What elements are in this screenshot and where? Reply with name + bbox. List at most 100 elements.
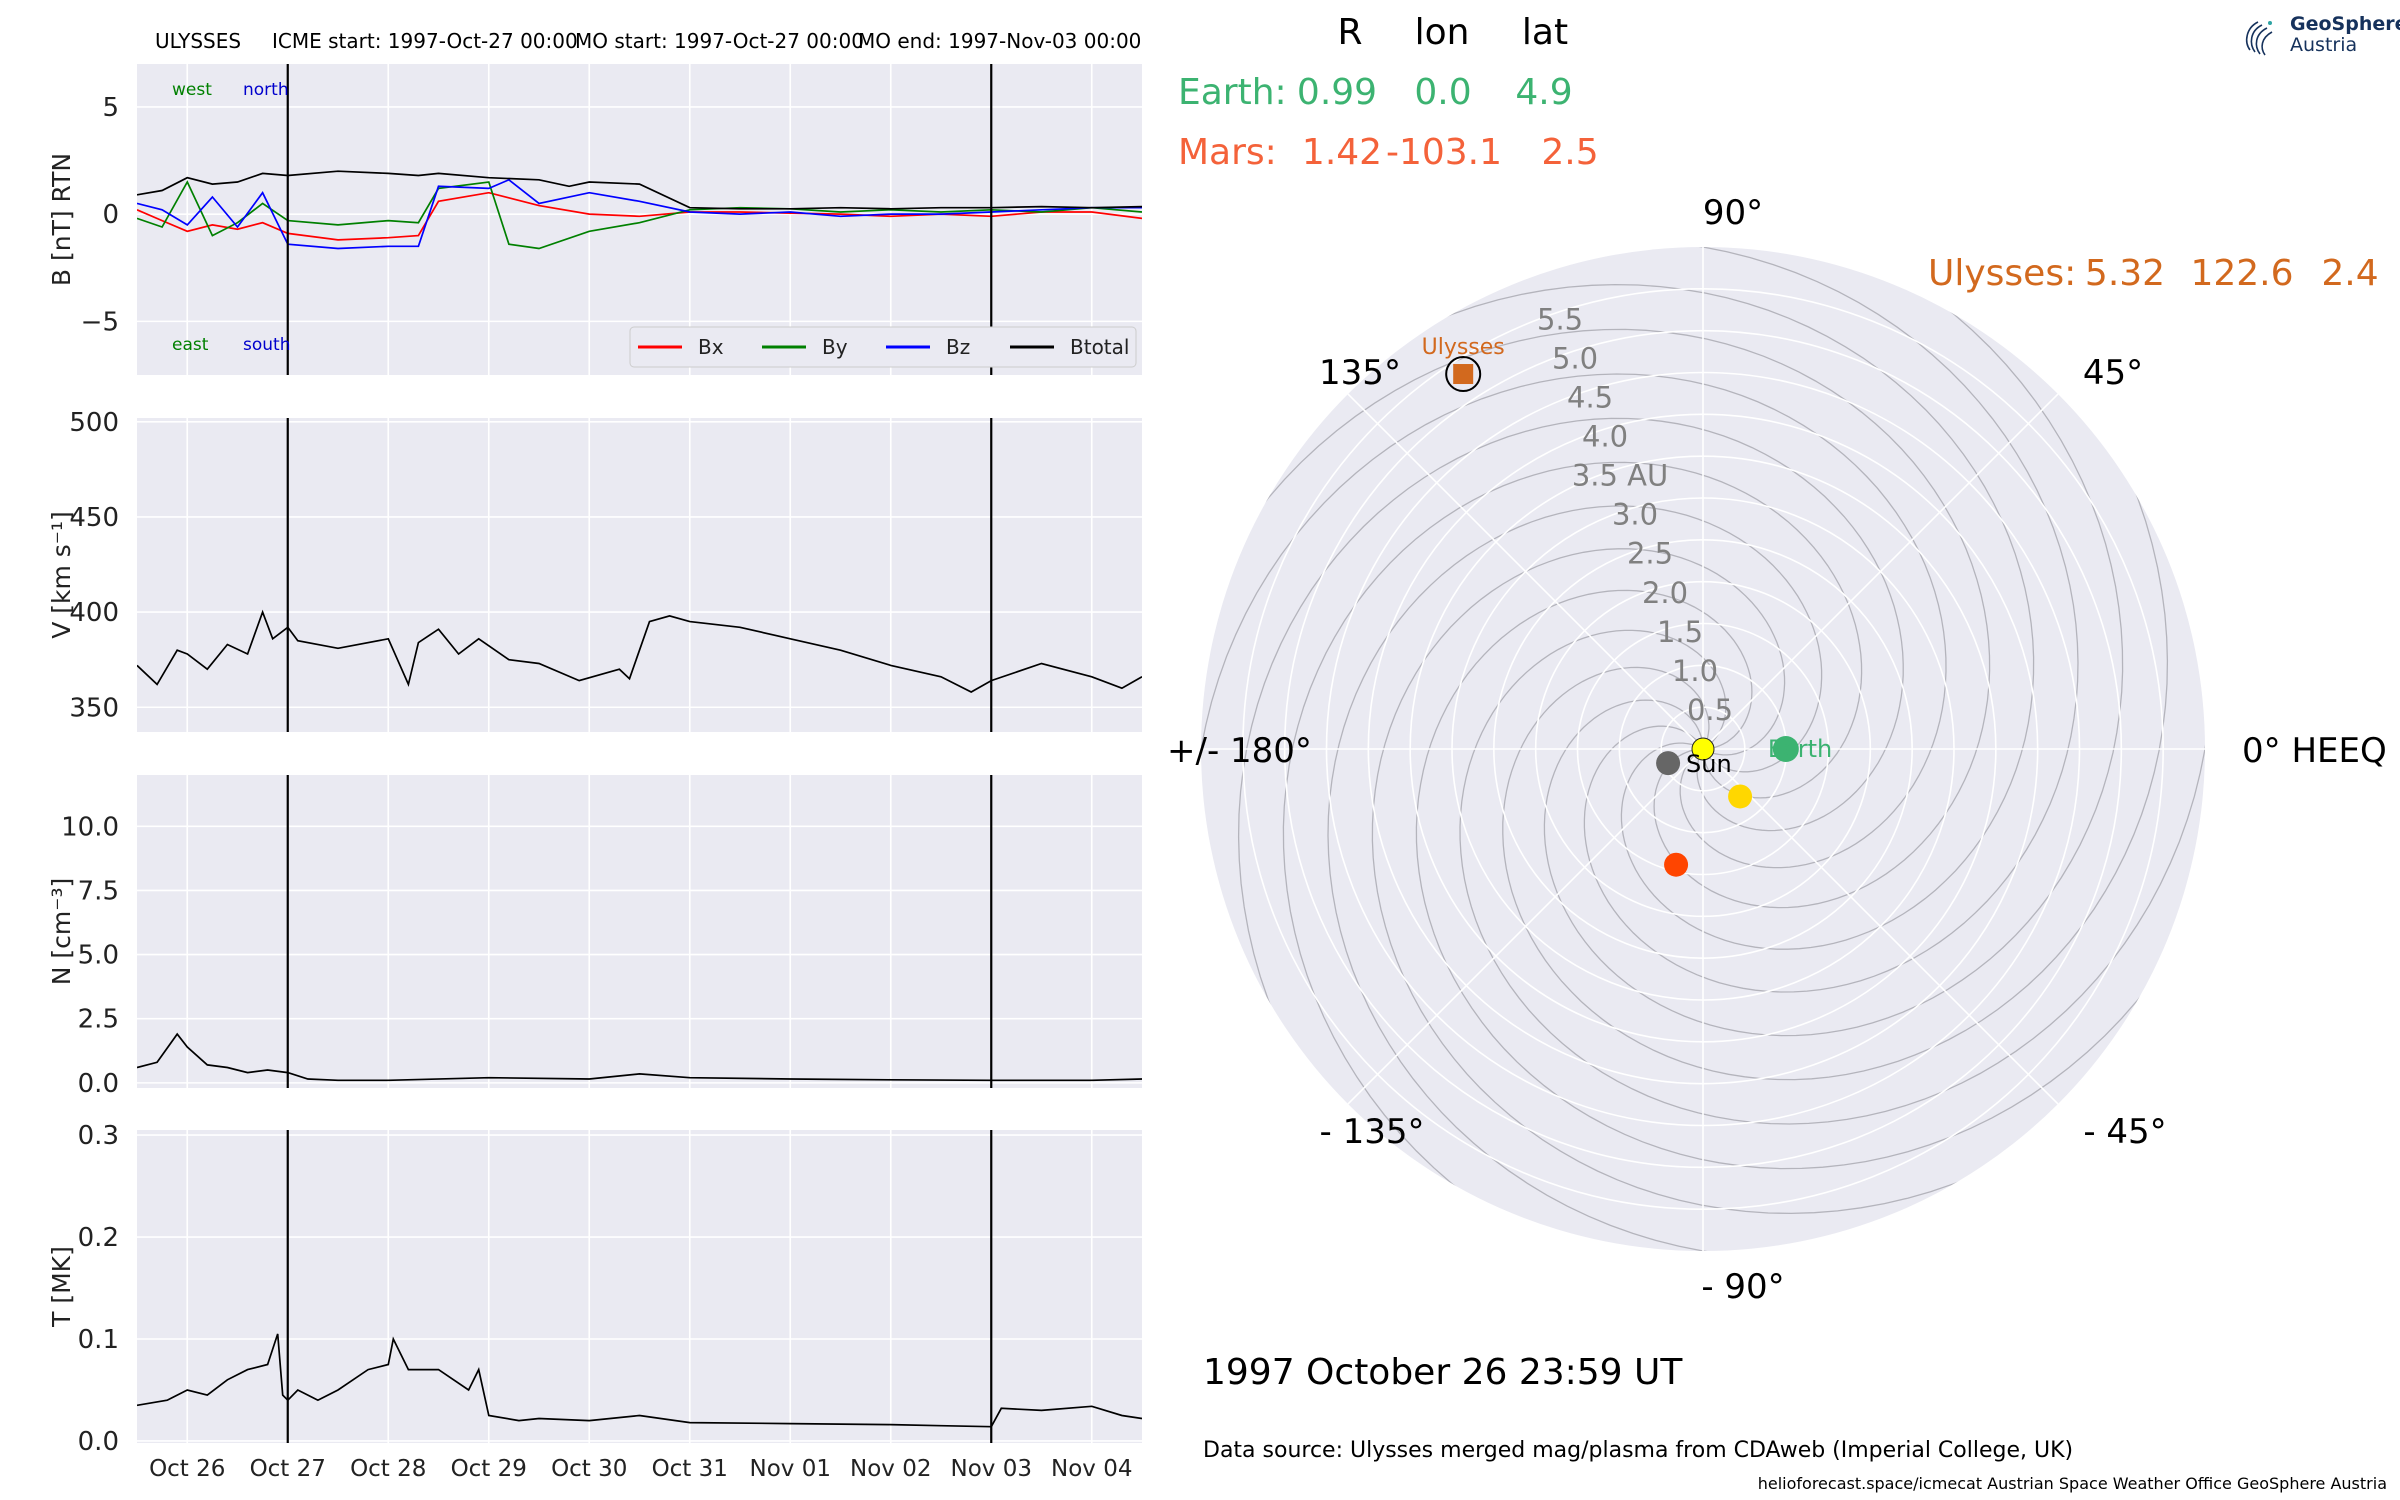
x-tick-label: Nov 02 <box>850 1456 931 1482</box>
earth-row: Earth: 0.99 0.0 4.9 <box>1178 72 1573 113</box>
angle-90: 90° <box>1703 193 1763 233</box>
label-north: north <box>243 80 289 100</box>
mo-start: MO start: 1997-Oct-27 00:00 <box>575 29 864 53</box>
angle-135: 135° <box>1319 353 1401 393</box>
x-tick-label: Nov 04 <box>1051 1456 1132 1482</box>
angle-minus-135: - 135° <box>1320 1112 1425 1152</box>
angle-minus-90: - 90° <box>1701 1267 1784 1307</box>
angle-180: +/- 180° <box>1167 731 1312 771</box>
legend-entry: Btotal <box>1070 335 1129 359</box>
ulysses-label: Ulysses: <box>1928 253 2076 294</box>
y-tick-label: 10.0 <box>61 812 119 842</box>
polar-position-plot: 0.5 1.0 1.5 2.0 2.5 3.0 3.5 AU 4.0 4.5 5.0 5.5 Eart… <box>1201 247 2205 1251</box>
ulysses-plot-label: Ulysses <box>1422 335 1505 360</box>
radial-tick-label: 5.0 <box>1552 341 1598 375</box>
venus-marker <box>1728 784 1753 809</box>
label-east: east <box>172 335 209 355</box>
radial-tick-label: 2.5 <box>1627 537 1673 571</box>
ulysses-r: 5.32 <box>2085 253 2165 294</box>
radial-tick-label: 1.5 <box>1657 615 1703 649</box>
earth-plot-label: Earth <box>1768 735 1832 763</box>
x-tick-label: Oct 27 <box>250 1456 326 1482</box>
y-axis-label: N [cm⁻³] <box>47 878 76 985</box>
panel-3: 0.0 2.5 5.0 7.5 10.0 N [cm⁻³] <box>47 775 1142 1099</box>
radial-tick-label: 4.5 <box>1567 381 1613 415</box>
y-tick-label: 350 <box>69 693 119 723</box>
logo-text: GeoSphere Austria <box>2290 14 2400 56</box>
angular-gridline <box>1702 393 2059 750</box>
x-tick-label: Oct 29 <box>451 1456 527 1482</box>
col-lat: lat <box>1522 12 1568 53</box>
series-line-by <box>137 180 1142 250</box>
radial-tick-label: 5.5 <box>1537 302 1583 336</box>
legend-entry: By <box>822 335 848 359</box>
ulysses-lon: 122.6 <box>2190 253 2293 294</box>
col-r: R <box>1337 12 1362 53</box>
ulysses-ring <box>1445 356 1482 393</box>
panel-background <box>137 1130 1142 1443</box>
data-source: Data source: Ulysses merged mag/plasma f… <box>1203 1438 2073 1463</box>
earth-r: 0.99 <box>1297 72 1377 113</box>
radial-tick-label: 3.0 <box>1612 498 1658 532</box>
logo-line2: Austria <box>2290 34 2358 56</box>
x-tick-label: Nov 03 <box>951 1456 1032 1482</box>
logo-line1: GeoSphere <box>2290 13 2400 35</box>
ulysses-lat: 2.4 <box>2321 253 2378 294</box>
y-axis-label: T [MK] <box>47 1246 76 1328</box>
legend-box <box>629 326 1137 368</box>
series-line-n <box>137 1032 1142 1082</box>
polar-angle-labels: 90° 45° 0° HEEQ - 45° - 90° - 135° +/- 1… <box>1167 193 2387 1307</box>
ulysses-row: Ulysses: 5.32 122.6 2.4 <box>1928 253 2379 294</box>
y-tick-label: 0.3 <box>78 1121 119 1151</box>
legend-entry: Bx <box>698 335 724 359</box>
footer-credits: helioforecast.space/icmecat Austrian Spa… <box>1758 1474 2387 1493</box>
series-line-v <box>137 609 1142 693</box>
panel-background <box>137 64 1142 375</box>
series-line-bz <box>137 178 1142 250</box>
mars-row: Mars: 1.42 -103.1 2.5 <box>1178 132 1599 173</box>
y-tick-label: 450 <box>69 503 119 533</box>
series-group <box>137 1032 1142 1082</box>
earth-lon: 0.0 <box>1414 72 1471 113</box>
panel-background <box>137 775 1142 1088</box>
y-tick-label: 7.5 <box>78 876 119 906</box>
ulysses-marker <box>1453 364 1474 385</box>
time-series-panels: −5 0 5 B [nT] RTN west north east south Bx By Bz Bt… <box>47 64 1142 1482</box>
angular-gridline <box>1702 748 2059 1105</box>
earth-label: Earth: <box>1178 72 1287 113</box>
panel-background <box>137 418 1142 732</box>
radial-tick-label: 3.5 AU <box>1572 459 1668 493</box>
y-tick-label: 0.0 <box>78 1427 119 1457</box>
series-group <box>137 1333 1142 1428</box>
series-line-btotal <box>137 170 1142 210</box>
radial-tick-label: 0.5 <box>1687 693 1733 727</box>
series-line-t <box>137 1333 1142 1428</box>
timestamp: 1997 October 26 23:59 UT <box>1203 1352 1683 1393</box>
geosphere-logo-icon <box>2245 21 2273 56</box>
y-tick-label: 0.0 <box>78 1069 119 1099</box>
mercury-marker <box>1656 751 1681 776</box>
mars-r: 1.42 <box>1302 132 1382 173</box>
angular-gridline <box>1347 748 1704 1105</box>
series-group <box>137 609 1142 693</box>
y-tick-label: 0 <box>102 200 119 230</box>
y-tick-label: 0.2 <box>78 1223 119 1253</box>
mars-lat: 2.5 <box>1541 132 1598 173</box>
y-tick-label: 2.5 <box>78 1005 119 1035</box>
mars-lon: -103.1 <box>1386 132 1502 173</box>
earth-marker <box>1772 736 1799 762</box>
angle-45: 45° <box>2083 353 2143 393</box>
y-tick-label: 5.0 <box>78 941 119 971</box>
y-axis-label: B [nT] RTN <box>47 153 76 286</box>
mars-marker <box>1664 852 1689 877</box>
y-tick-label: 400 <box>69 598 119 628</box>
sun-label: Sun <box>1686 750 1732 778</box>
panel-2: 350 400 450 500 V [km s⁻¹] <box>47 408 1142 732</box>
radial-tick-label: 2.0 <box>1642 576 1688 610</box>
x-tick-label: Oct 26 <box>149 1456 225 1482</box>
x-tick-label: Oct 31 <box>652 1456 728 1482</box>
angle-0: 0° HEEQ <box>2242 731 2387 771</box>
series-group <box>137 170 1142 250</box>
y-axis-label: V [km s⁻¹] <box>47 511 76 639</box>
x-tick-label: Oct 30 <box>551 1456 627 1482</box>
